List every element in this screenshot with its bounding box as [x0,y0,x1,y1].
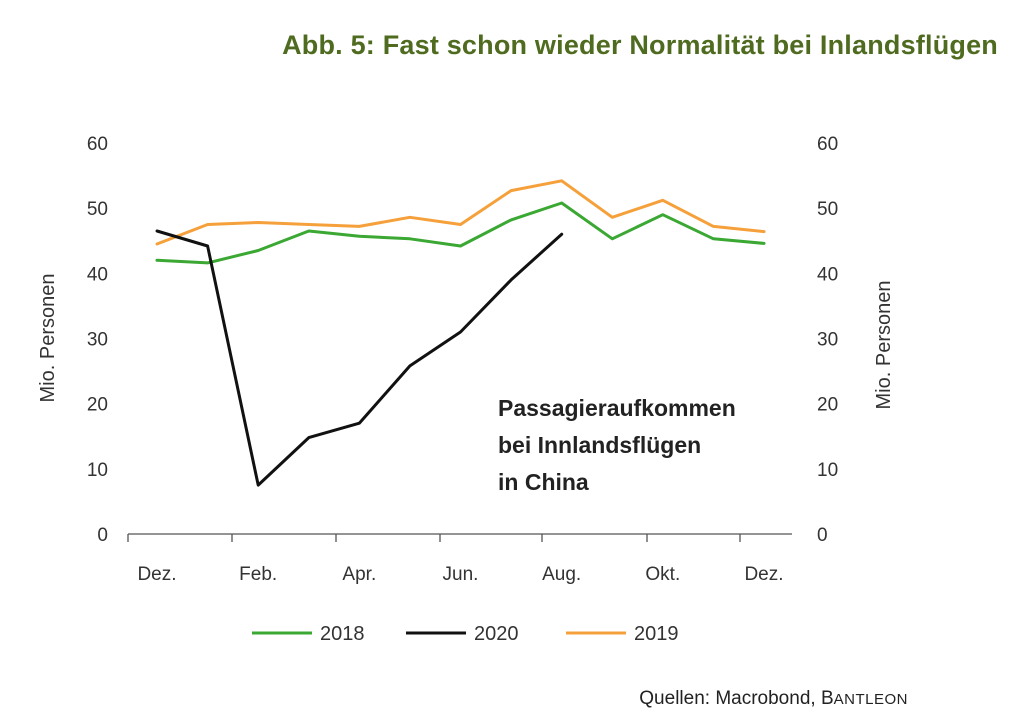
x-tick-label: Feb. [239,564,277,585]
legend: 2018 2020 2019 [252,623,679,645]
x-tick-label: Okt. [645,564,680,585]
x-tick-label: Dez. [137,564,176,585]
annotation-line: in China [498,469,589,495]
left-y-tick-label: 0 [97,525,108,546]
legend-label-2020: 2020 [474,623,519,645]
right-y-axis-title: Mio. Personen [873,281,895,410]
right-y-axis: 0 10 20 30 40 50 60 [817,134,838,546]
left-y-tick-label: 30 [87,330,108,351]
x-axis: Dez. Feb. Apr. Jun. Aug. Okt. Dez. [127,533,792,585]
x-tick-label: Aug. [542,564,581,585]
left-y-axis: 0 10 20 30 40 50 60 [87,134,108,546]
series-lines [155,179,766,487]
chart-title: Abb. 5: Fast schon wieder Normalität bei… [282,30,998,60]
right-y-tick-label: 30 [817,330,838,351]
left-y-tick-label: 50 [87,199,108,220]
source-brand-initial: B [820,688,834,709]
source-note: Quellen: Macrobond, BANTLEON [639,688,908,710]
legend-label-2019: 2019 [634,623,679,645]
right-y-tick-label: 10 [817,460,838,481]
left-y-tick-label: 20 [87,395,108,416]
x-tick-label: Dez. [744,564,783,585]
annotation-line: bei Innlandsflügen [498,432,701,458]
left-y-axis-title: Mio. Personen [37,274,59,403]
chart-annotation: Passagieraufkommen bei Innlandsflügen in C… [498,395,736,495]
legend-label-2018: 2018 [320,623,365,645]
left-y-tick-label: 60 [87,134,108,155]
series-line-2019 [155,179,766,246]
right-y-tick-label: 0 [817,525,828,546]
annotation-line: Passagieraufkommen [498,395,736,421]
right-y-tick-label: 20 [817,395,838,416]
x-tick-label: Apr. [342,564,376,585]
right-y-tick-label: 50 [817,199,838,220]
right-y-tick-label: 40 [817,264,838,285]
source-brand-rest: ANTLEON [833,691,908,708]
source-prefix: Quellen: Macrobond, [639,688,821,709]
left-y-tick-label: 10 [87,460,108,481]
x-tick-label: Jun. [443,564,479,585]
series-line-2020 [155,229,564,487]
series-line-2018 [155,201,766,265]
left-y-tick-label: 40 [87,264,108,285]
right-y-tick-label: 60 [817,134,838,155]
